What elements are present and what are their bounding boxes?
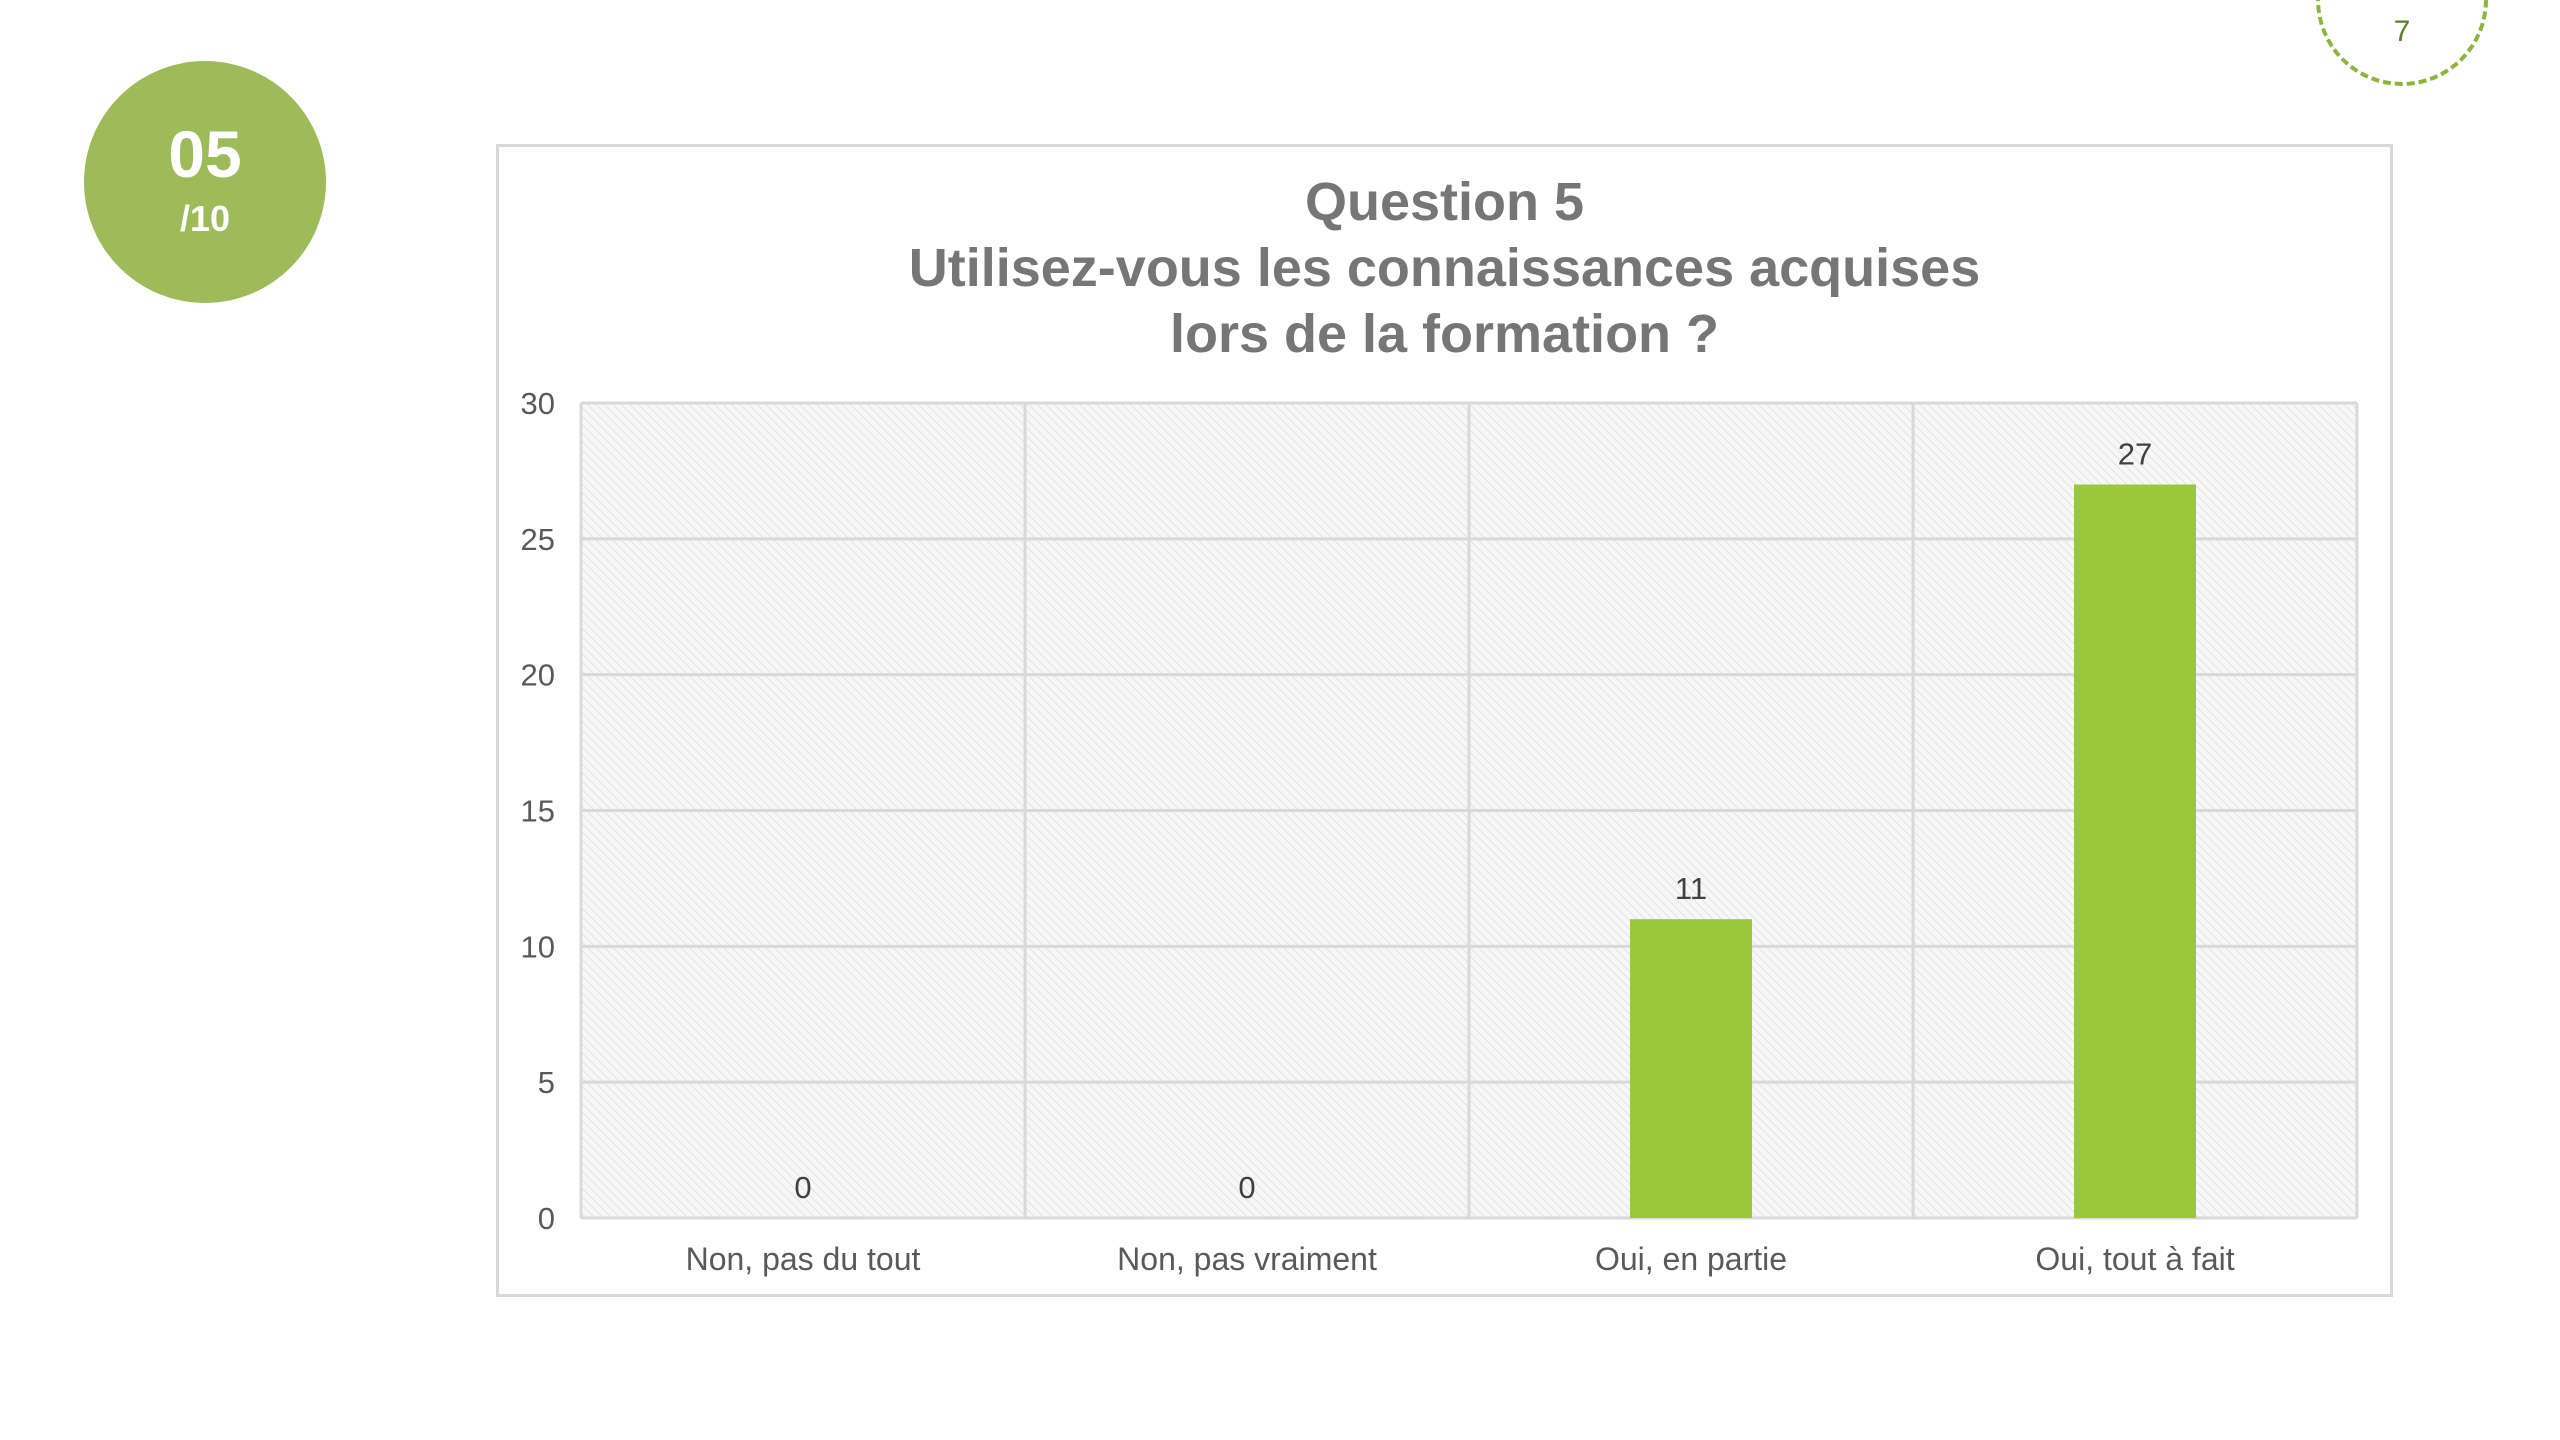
- y-tick-label: 5: [538, 1065, 555, 1100]
- chart-title-line-3: lors de la formation ?: [1169, 304, 1720, 364]
- question-number: 05: [168, 117, 242, 191]
- y-tick-label: 0: [538, 1201, 555, 1236]
- x-tick-label: Oui, tout à fait: [2035, 1241, 2234, 1277]
- page-number: 7: [2393, 15, 2411, 48]
- bar-chart-plot: 0 5 10 15 20 25 30 0 Non, pas du tout 0 Non, pas v…: [521, 386, 2359, 1277]
- y-tick-label: 30: [521, 386, 555, 421]
- y-tick-label: 10: [521, 929, 555, 964]
- x-tick-label: Non, pas du tout: [686, 1241, 921, 1277]
- chart-frame: Question 5 Utilisez-vous les connaissanc…: [496, 144, 2393, 1297]
- x-tick-label: Oui, en partie: [1595, 1241, 1787, 1277]
- question-total: /10: [179, 198, 231, 239]
- y-tick-label: 20: [521, 658, 555, 693]
- question-progress-badge: 05 /10: [84, 61, 326, 303]
- data-label: 0: [794, 1170, 811, 1205]
- chart-title-line-1: Question 5: [1304, 172, 1585, 232]
- y-tick-label: 15: [521, 794, 555, 829]
- bar: [1630, 919, 1752, 1218]
- bar: [2074, 484, 2196, 1218]
- data-label: 11: [1675, 871, 1707, 906]
- chart-title: Question 5 Utilisez-vous les connaissanc…: [499, 169, 2390, 367]
- y-tick-label: 25: [521, 522, 555, 557]
- data-label: 0: [1238, 1170, 1255, 1205]
- x-tick-label: Non, pas vraiment: [1117, 1241, 1377, 1277]
- chart-title-line-2: Utilisez-vous les connaissances acquises: [908, 238, 1981, 298]
- data-label: 27: [2118, 437, 2152, 472]
